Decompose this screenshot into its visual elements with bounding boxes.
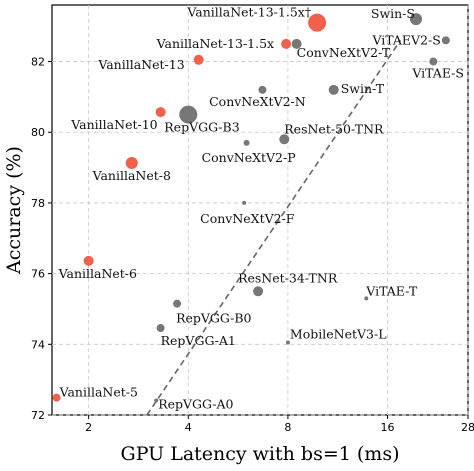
data-point-vanillanet	[308, 13, 327, 32]
data-point-other	[179, 105, 198, 124]
point-label: VanillaNet-6	[58, 266, 137, 281]
data-point-vanillanet	[83, 255, 94, 266]
point-label: VanillaNet-10	[70, 117, 157, 132]
data-point-other	[253, 286, 264, 297]
trend-line	[146, 39, 402, 416]
data-point-vanillanet	[155, 107, 166, 118]
point-label: ViTAE-T	[365, 283, 418, 298]
data-point-other	[243, 139, 250, 146]
point-label: VanillaNet-13-1.5x	[156, 36, 274, 51]
y-tick-label: 80	[31, 126, 45, 139]
point-label: Swin-S	[371, 6, 415, 21]
point-label: MobileNetV3-L	[290, 327, 387, 342]
data-point-other	[364, 296, 369, 301]
data-point-vanillanet	[52, 393, 61, 402]
point-label: VanillaNet-8	[92, 168, 171, 183]
plot-area	[51, 4, 469, 416]
data-point-other	[258, 85, 267, 94]
x-tick-label: 8	[284, 421, 291, 434]
grid	[52, 5, 469, 416]
point-label: ConvNeXtV2-P	[202, 150, 296, 165]
point-label: ConvNeXtV2-F	[200, 211, 295, 226]
data-point-vanillanet	[125, 156, 138, 169]
x-tick-label: 2	[85, 421, 92, 434]
data-point-other	[173, 299, 182, 308]
data-point-other	[279, 134, 290, 145]
point-label: RepVGG-A1	[161, 333, 236, 348]
data-point-other	[156, 324, 165, 333]
point-label: ConvNeXtV2-T	[297, 45, 391, 60]
trend-layer	[146, 39, 402, 416]
data-point-other	[285, 340, 290, 345]
data-point-other	[441, 36, 450, 45]
point-label: VanillaNet-13	[97, 57, 184, 72]
x-tick-label: 16	[381, 421, 395, 434]
point-label: ViTAEV2-S	[371, 32, 440, 47]
point-label: VanillaNet-5	[59, 385, 138, 400]
point-labels: VanillaNet-13-1.5x† VanillaNet-13-1.5x Van…	[58, 5, 464, 412]
data-point-other	[242, 200, 247, 205]
y-tick-label: 76	[31, 268, 45, 281]
point-label: RepVGG-B3	[164, 120, 239, 135]
x-tick-label: 28	[461, 421, 474, 434]
y-tick-label: 82	[31, 56, 45, 69]
point-label: RepVGG-B0	[176, 311, 251, 326]
y-tick-label: 72	[31, 409, 45, 422]
y-axis-title: Accuracy (%)	[3, 146, 25, 275]
y-tick-label: 74	[31, 338, 45, 351]
data-point-vanillanet	[281, 38, 292, 49]
ticks: 2 4 8 16 28 72 74 76 78 80 82	[31, 56, 474, 434]
data-point-vanillanet	[193, 54, 204, 65]
x-tick-label: 4	[185, 421, 192, 434]
data-point-other	[429, 57, 438, 66]
point-label: ResNet-50-TNR	[284, 121, 384, 136]
data-point-other	[328, 84, 339, 95]
point-label: RepVGG-A0	[158, 397, 233, 412]
point-label: VanillaNet-13-1.5x†	[186, 5, 311, 20]
point-label: ViTAE-S	[411, 66, 464, 81]
point-label: ConvNeXtV2-N	[209, 94, 306, 109]
data-point-other	[409, 13, 422, 26]
point-label: ResNet-34-TNR	[238, 270, 338, 285]
points-layer	[52, 13, 450, 403]
data-point-other	[154, 398, 159, 403]
point-label: Swin-T	[341, 81, 385, 96]
data-point-other	[291, 38, 302, 49]
y-tick-label: 78	[31, 197, 45, 210]
x-axis-title: GPU Latency with bs=1 (ms)	[121, 443, 400, 465]
